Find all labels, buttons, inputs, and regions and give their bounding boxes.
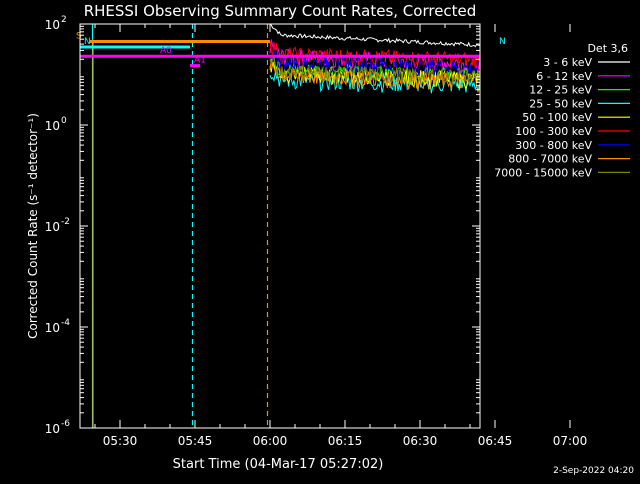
y-tick-label: 10	[45, 220, 60, 234]
y-tick-label: 10	[45, 18, 60, 32]
flag-label: A1	[194, 56, 206, 66]
x-tick-label: 06:30	[403, 434, 438, 448]
series-line	[269, 49, 480, 78]
legend-entry-label: 50 - 100 keV	[522, 111, 592, 124]
x-tick-label: 05:30	[103, 434, 138, 448]
legend-entry-label: 3 - 6 keV	[543, 56, 592, 69]
x-axis-label: Start Time (04-Mar-17 05:27:02)	[173, 457, 384, 472]
legend-entry-label: 300 - 800 keV	[515, 139, 592, 152]
y-axis-label: Corrected Count Rate (s⁻¹ detector⁻¹)	[26, 113, 40, 339]
y-tick-exponent: 0	[61, 116, 67, 126]
flag-label: N	[499, 37, 506, 47]
flag-label: S	[76, 32, 82, 42]
x-tick-label: 06:00	[253, 434, 288, 448]
y-tick-exponent: 2	[61, 15, 67, 25]
x-tick-label: 06:45	[478, 434, 513, 448]
flag-label: A0	[160, 46, 172, 56]
legend-entry-label: 6 - 12 keV	[536, 70, 592, 83]
plot-content	[80, 24, 480, 428]
y-tick-exponent: -2	[61, 217, 70, 227]
series-line	[269, 24, 480, 48]
series-line	[269, 55, 480, 87]
legend-entry-label: 12 - 25 keV	[529, 84, 592, 97]
legend-header: Det 3,6	[587, 42, 628, 55]
legend-entry-label: 100 - 300 keV	[515, 125, 592, 138]
legend-entry-label: 800 - 7000 keV	[508, 153, 592, 166]
y-tick-label: 10	[45, 321, 60, 335]
generated-date: 2-Sep-2022 04:20	[553, 466, 634, 476]
legend-entry-label: 7000 - 15000 keV	[494, 166, 592, 179]
x-tick-label: 05:45	[178, 434, 213, 448]
y-tick-exponent: -4	[61, 318, 70, 328]
y-tick-label: 10	[45, 422, 60, 436]
x-tick-label: 06:15	[328, 434, 363, 448]
legend-entry-label: 25 - 50 keV	[529, 97, 592, 110]
y-tick-label: 10	[45, 119, 60, 133]
chart-title: RHESSI Observing Summary Count Rates, Co…	[84, 2, 477, 20]
y-tick-exponent: -6	[61, 419, 70, 429]
x-tick-label: 07:00	[553, 434, 588, 448]
flag-label: N	[84, 37, 91, 47]
